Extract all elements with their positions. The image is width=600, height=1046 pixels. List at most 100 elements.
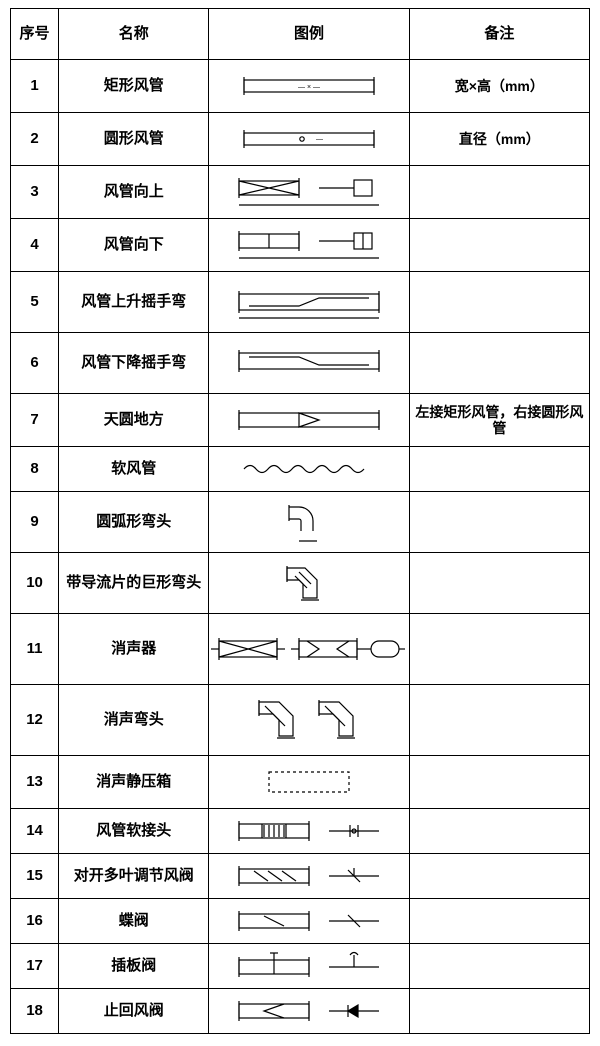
table-row: 10带导流片的巨形弯头 [11,553,590,614]
slide-damper-icon [211,951,406,981]
cell-remark [409,685,589,756]
cell-name: 消声静压箱 [59,756,209,809]
silencer-elbow-icon [211,692,406,748]
drop-offset-icon [211,343,406,383]
check-damper-icon [211,997,406,1025]
cell-xh: 9 [11,492,59,553]
table-row: 2圆形风管 — 直径（mm） [11,113,590,166]
cell-symbol [209,614,409,685]
table-row: 18止回风阀 [11,989,590,1034]
silencer-icon [211,621,406,677]
cell-remark [409,614,589,685]
cell-xh: 4 [11,219,59,272]
cell-xh: 16 [11,899,59,944]
cell-remark [409,989,589,1034]
cell-name: 圆形风管 [59,113,209,166]
cell-remark: 左接矩形风管，右接圆形风管 [409,394,589,447]
vaned-elbow-icon [211,560,406,606]
table-row: 8软风管 [11,447,590,492]
cell-remark [409,219,589,272]
cell-name: 对开多叶调节风阀 [59,854,209,899]
table-row: 11消声器 [11,614,590,685]
table-row: 9圆弧形弯头 [11,492,590,553]
flex-connector-icon [211,817,406,845]
round-duct-icon: — [211,126,406,152]
butterfly-damper-icon [211,907,406,935]
cell-remark [409,333,589,394]
cell-name: 风管向下 [59,219,209,272]
col-header-tl: 图例 [209,9,409,60]
cell-name: 止回风阀 [59,989,209,1034]
table-body: 1矩形风管— × —宽×高（mm）2圆形风管—直径（mm）3风管向上4风管向下5… [11,60,590,1034]
flex-duct-icon [211,459,406,479]
table-row: 17插板阀 [11,944,590,989]
table-row: 4风管向下 [11,219,590,272]
table-row: 1矩形风管— × —宽×高（mm） [11,60,590,113]
cell-remark: 直径（mm） [409,113,589,166]
duct-up-icon [211,175,406,209]
cell-symbol [209,553,409,614]
cell-remark: 宽×高（mm） [409,60,589,113]
cell-symbol [209,492,409,553]
cell-name: 蝶阀 [59,899,209,944]
cell-name: 带导流片的巨形弯头 [59,553,209,614]
duct-down-icon [211,228,406,262]
svg-text:— × —: — × — [298,84,320,91]
cell-symbol: — × — [209,60,409,113]
table-row: 6风管下降摇手弯 [11,333,590,394]
cell-name: 风管下降摇手弯 [59,333,209,394]
cell-name: 风管向上 [59,166,209,219]
cell-name: 软风管 [59,447,209,492]
cell-remark [409,492,589,553]
col-header-mc: 名称 [59,9,209,60]
table-row: 3风管向上 [11,166,590,219]
cell-symbol [209,447,409,492]
cell-xh: 5 [11,272,59,333]
plenum-icon [211,766,406,798]
cell-symbol [209,394,409,447]
cell-remark [409,944,589,989]
cell-name: 消声器 [59,614,209,685]
cell-xh: 12 [11,685,59,756]
cell-name: 圆弧形弯头 [59,492,209,553]
square-to-round-icon [211,407,406,433]
cell-name: 插板阀 [59,944,209,989]
cell-remark [409,854,589,899]
cell-symbol: — [209,113,409,166]
cell-remark [409,756,589,809]
table-row: 5风管上升摇手弯 [11,272,590,333]
cell-symbol [209,854,409,899]
cell-xh: 15 [11,854,59,899]
table-row: 13消声静压箱 [11,756,590,809]
rect-duct-icon: — × — [211,73,406,99]
cell-name: 风管上升摇手弯 [59,272,209,333]
cell-remark [409,899,589,944]
col-header-bz: 备注 [409,9,589,60]
cell-xh: 11 [11,614,59,685]
legend-table: 序号 名称 图例 备注 1矩形风管— × —宽×高（mm）2圆形风管—直径（mm… [10,8,590,1034]
table-row: 7天圆地方左接矩形风管，右接圆形风管 [11,394,590,447]
table-row: 15对开多叶调节风阀 [11,854,590,899]
cell-remark [409,553,589,614]
cell-symbol [209,756,409,809]
cell-symbol [209,944,409,989]
table-row: 16蝶阀 [11,899,590,944]
cell-symbol [209,333,409,394]
cell-xh: 1 [11,60,59,113]
cell-xh: 13 [11,756,59,809]
cell-xh: 3 [11,166,59,219]
cell-symbol [209,166,409,219]
cell-xh: 7 [11,394,59,447]
cell-xh: 6 [11,333,59,394]
cell-remark [409,272,589,333]
cell-remark [409,166,589,219]
cell-xh: 8 [11,447,59,492]
cell-xh: 10 [11,553,59,614]
cell-symbol [209,219,409,272]
svg-text:—: — [316,136,323,143]
cell-xh: 2 [11,113,59,166]
cell-xh: 18 [11,989,59,1034]
cell-xh: 17 [11,944,59,989]
arc-elbow-icon [211,499,406,545]
cell-name: 消声弯头 [59,685,209,756]
